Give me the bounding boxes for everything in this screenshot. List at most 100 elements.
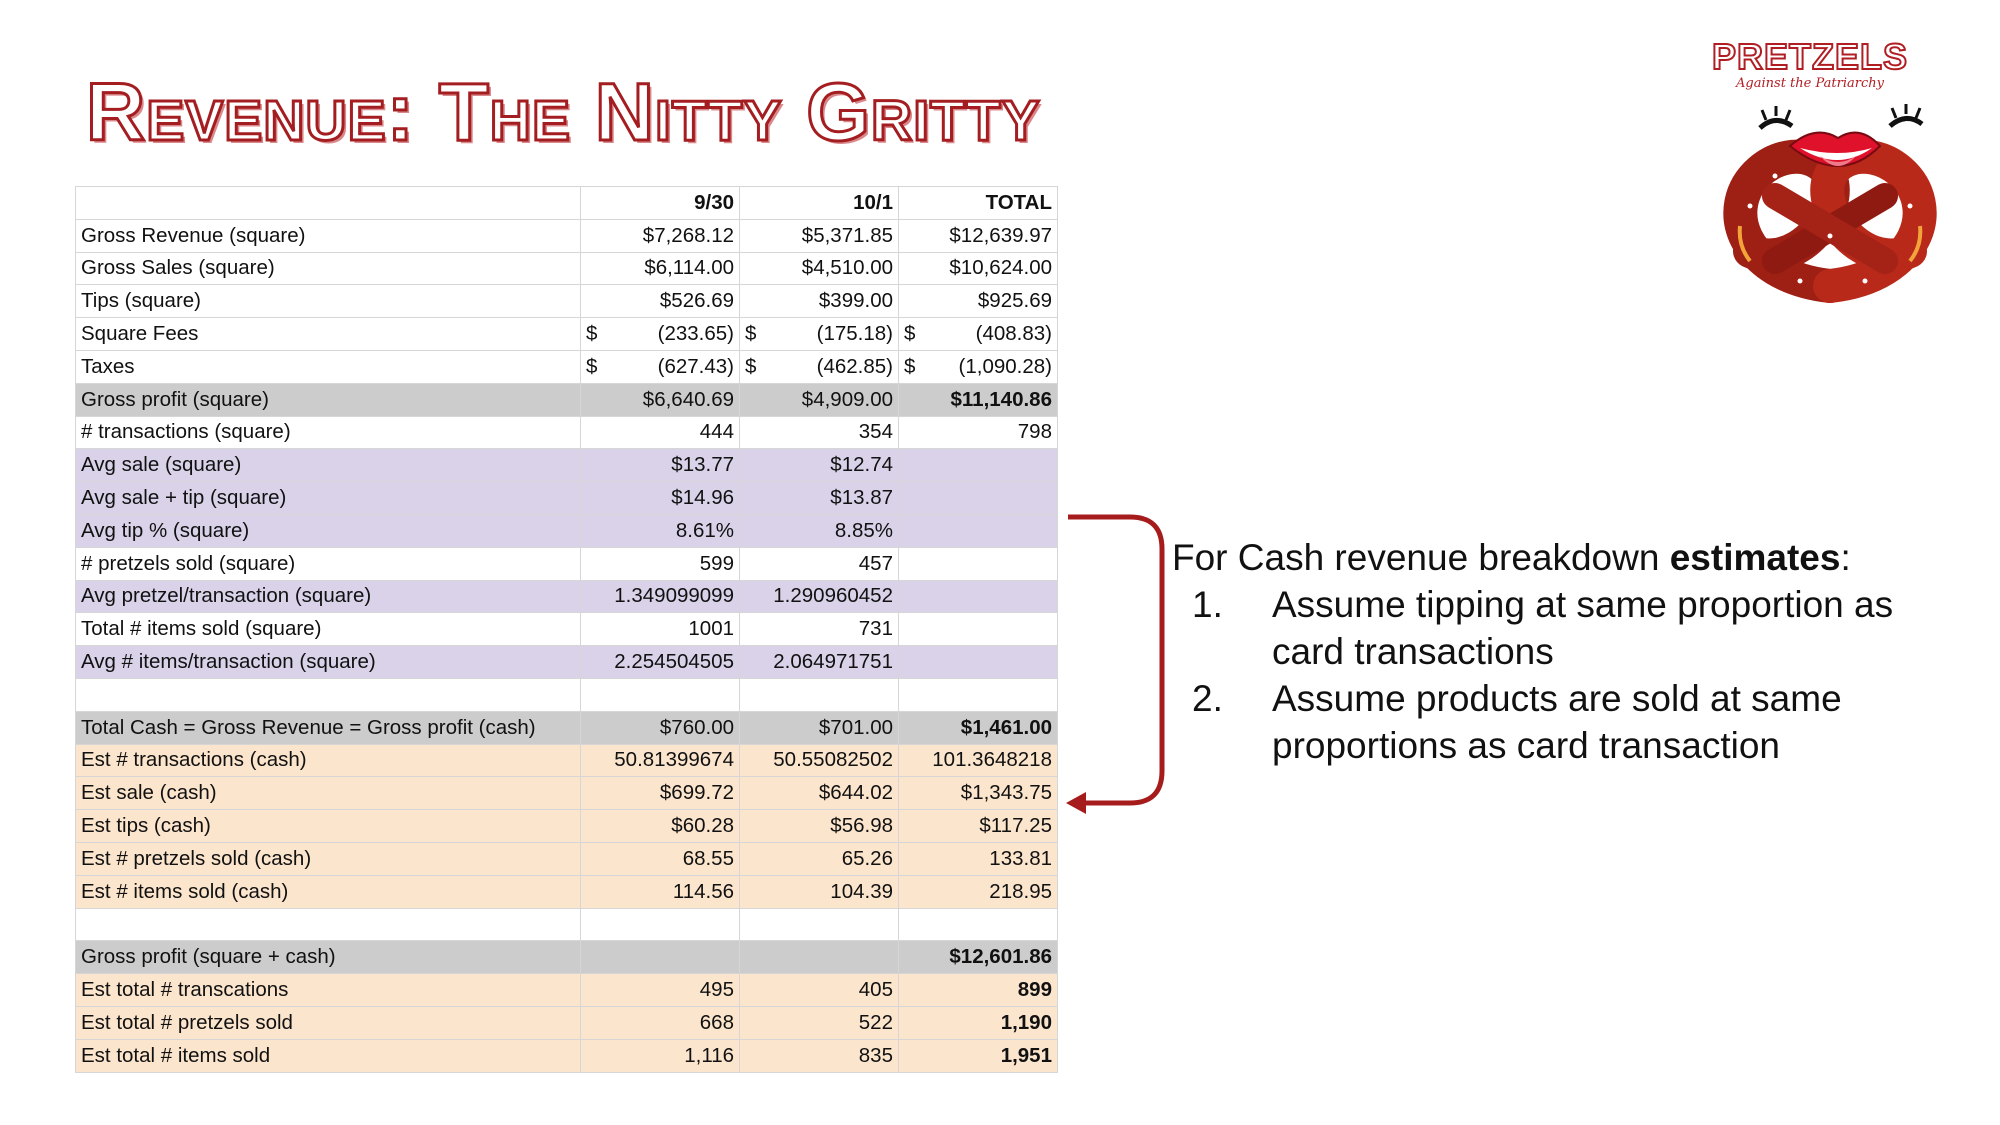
table-cell: $ (175.18) — [739, 317, 899, 351]
table-cell: $7,268.12 — [580, 218, 740, 253]
table-row: Est sale (cash) $699.72 $644.02 $1,343.75 — [75, 776, 1058, 811]
table-row — [75, 907, 1058, 942]
table-cell — [898, 546, 1058, 581]
table-row: # pretzels sold (square) 599 457 — [75, 546, 1058, 581]
row-label: Square Fees — [75, 317, 581, 351]
table-cell: $6,114.00 — [580, 251, 740, 286]
table-cell: $1,461.00 — [898, 710, 1058, 745]
table-row: Est # pretzels sold (cash) 68.55 65.26 133.… — [75, 841, 1058, 876]
table-cell: $760.00 — [580, 710, 740, 745]
row-label: Gross Revenue (square) — [75, 218, 581, 253]
currency-symbol: $ — [904, 322, 916, 346]
table-cell — [898, 645, 1058, 679]
table-cell — [739, 677, 899, 712]
table-cell: $12.74 — [739, 448, 899, 483]
row-label: Est total # pretzels sold — [75, 1005, 581, 1040]
note-item: 2. Assume products are sold at same propo… — [1192, 678, 1842, 766]
table-row: Total # items sold (square) 1001 731 — [75, 612, 1058, 647]
logo-wordmark: PRETZELS — [1711, 35, 1908, 78]
table-cell: 1,190 — [898, 1005, 1058, 1040]
pretzels-logo: PRETZELS Against the Patriarchy — [1680, 35, 1980, 326]
table-row: Est tips (cash) $60.28 $56.98 $117.25 — [75, 809, 1058, 843]
table-cell: 68.55 — [580, 841, 740, 876]
cell-value: (175.18) — [816, 322, 893, 346]
table-cell — [739, 940, 899, 975]
revenue-table: 9/30 10/1 TOTAL Gross Revenue (square) $7,26… — [75, 186, 1058, 1073]
row-label: Gross profit (square) — [75, 382, 581, 417]
notes-block: For Cash revenue breakdown estimates: 1.… — [1172, 534, 1972, 769]
table-cell: 2.254504505 — [580, 645, 740, 679]
table-row: Gross Revenue (square) $7,268.12 $5,371.85… — [75, 218, 1058, 253]
table-cell: 218.95 — [898, 874, 1058, 909]
row-label — [75, 677, 581, 712]
table-cell: 1001 — [580, 612, 740, 647]
row-label: Est # items sold (cash) — [75, 874, 581, 909]
table-row: Total Cash = Gross Revenue = Gross profi… — [75, 710, 1058, 745]
currency-symbol: $ — [745, 354, 757, 378]
table-row: Tips (square) $526.69 $399.00 $925.69 — [75, 284, 1058, 319]
table-cell: 599 — [580, 546, 740, 581]
row-label: Est sale (cash) — [75, 776, 581, 811]
table-cell: $ (233.65) — [580, 317, 740, 351]
table-cell: $4,510.00 — [739, 251, 899, 286]
row-label: Avg pretzel/transaction (square) — [75, 579, 581, 614]
table-header-row: 9/30 10/1 TOTAL — [75, 186, 1058, 220]
table-cell — [580, 940, 740, 975]
pretzel-lips-icon — [1723, 104, 1937, 303]
row-label: Est # pretzels sold (cash) — [75, 841, 581, 876]
table-cell — [898, 612, 1058, 647]
table-row: Avg tip % (square) 8.61% 8.85% — [75, 513, 1058, 548]
table-cell: 354 — [739, 415, 899, 450]
table-row: Taxes $ (627.43) $ (462.85) $ (1,090.28) — [75, 349, 1058, 384]
table-cell — [739, 907, 899, 942]
table-cell: 50.81399674 — [580, 743, 740, 778]
table-row: Avg pretzel/transaction (square) 1.349099… — [75, 579, 1058, 614]
row-label: Taxes — [75, 349, 581, 384]
table-cell — [898, 907, 1058, 942]
currency-symbol: $ — [745, 322, 757, 346]
table-cell: 457 — [739, 546, 899, 581]
table-cell — [580, 677, 740, 712]
table-cell: 899 — [898, 973, 1058, 1007]
row-label: Avg sale + tip (square) — [75, 481, 581, 515]
cell-value: (627.43) — [657, 354, 734, 378]
table-cell: $699.72 — [580, 776, 740, 811]
table-cell: $399.00 — [739, 284, 899, 319]
table-cell: 1.349099099 — [580, 579, 740, 614]
table-cell: $ (1,090.28) — [898, 349, 1058, 384]
table-row: Gross profit (square) $6,640.69 $4,909.00 $… — [75, 382, 1058, 417]
table-cell — [898, 448, 1058, 483]
row-label: Tips (square) — [75, 284, 581, 319]
table-row: Square Fees $ (233.65) $ (175.18) $ (408.83) — [75, 317, 1058, 351]
row-label: Est # transactions (cash) — [75, 743, 581, 778]
row-label: Est tips (cash) — [75, 809, 581, 843]
table-cell: 444 — [580, 415, 740, 450]
slide-title: Revenue: The Nitty Gritty — [85, 66, 1042, 159]
table-cell: $13.77 — [580, 448, 740, 483]
table-cell: 522 — [739, 1005, 899, 1040]
table-cell: 2.064971751 — [739, 645, 899, 679]
header-cell: 9/30 — [580, 186, 740, 220]
header-cell: 10/1 — [739, 186, 899, 220]
table-cell: $701.00 — [739, 710, 899, 745]
row-label: Total Cash = Gross Revenue = Gross profi… — [75, 710, 581, 745]
table-row: Est # items sold (cash) 114.56 104.39 218.9… — [75, 874, 1058, 909]
table-cell: 405 — [739, 973, 899, 1007]
header-cell-label — [75, 186, 581, 220]
notes-list: 1. Assume tipping at same proportion as c… — [1172, 581, 1972, 769]
cell-value: (462.85) — [816, 354, 893, 378]
table-cell: 495 — [580, 973, 740, 1007]
table-cell — [898, 481, 1058, 515]
table-row — [75, 677, 1058, 712]
table-row: Gross Sales (square) $6,114.00 $4,510.00 $1… — [75, 251, 1058, 286]
table-cell: 668 — [580, 1005, 740, 1040]
note-item: 1. Assume tipping at same proportion as c… — [1192, 584, 1894, 672]
table-cell: 8.85% — [739, 513, 899, 548]
table-row: Est total # transcations 495 405 899 — [75, 973, 1058, 1007]
table-row: Avg # items/transaction (square) 2.254504… — [75, 645, 1058, 679]
table-cell — [898, 579, 1058, 614]
row-label: Avg # items/transaction (square) — [75, 645, 581, 679]
row-label: Avg tip % (square) — [75, 513, 581, 548]
table-cell: 835 — [739, 1038, 899, 1073]
table-cell: 798 — [898, 415, 1058, 450]
